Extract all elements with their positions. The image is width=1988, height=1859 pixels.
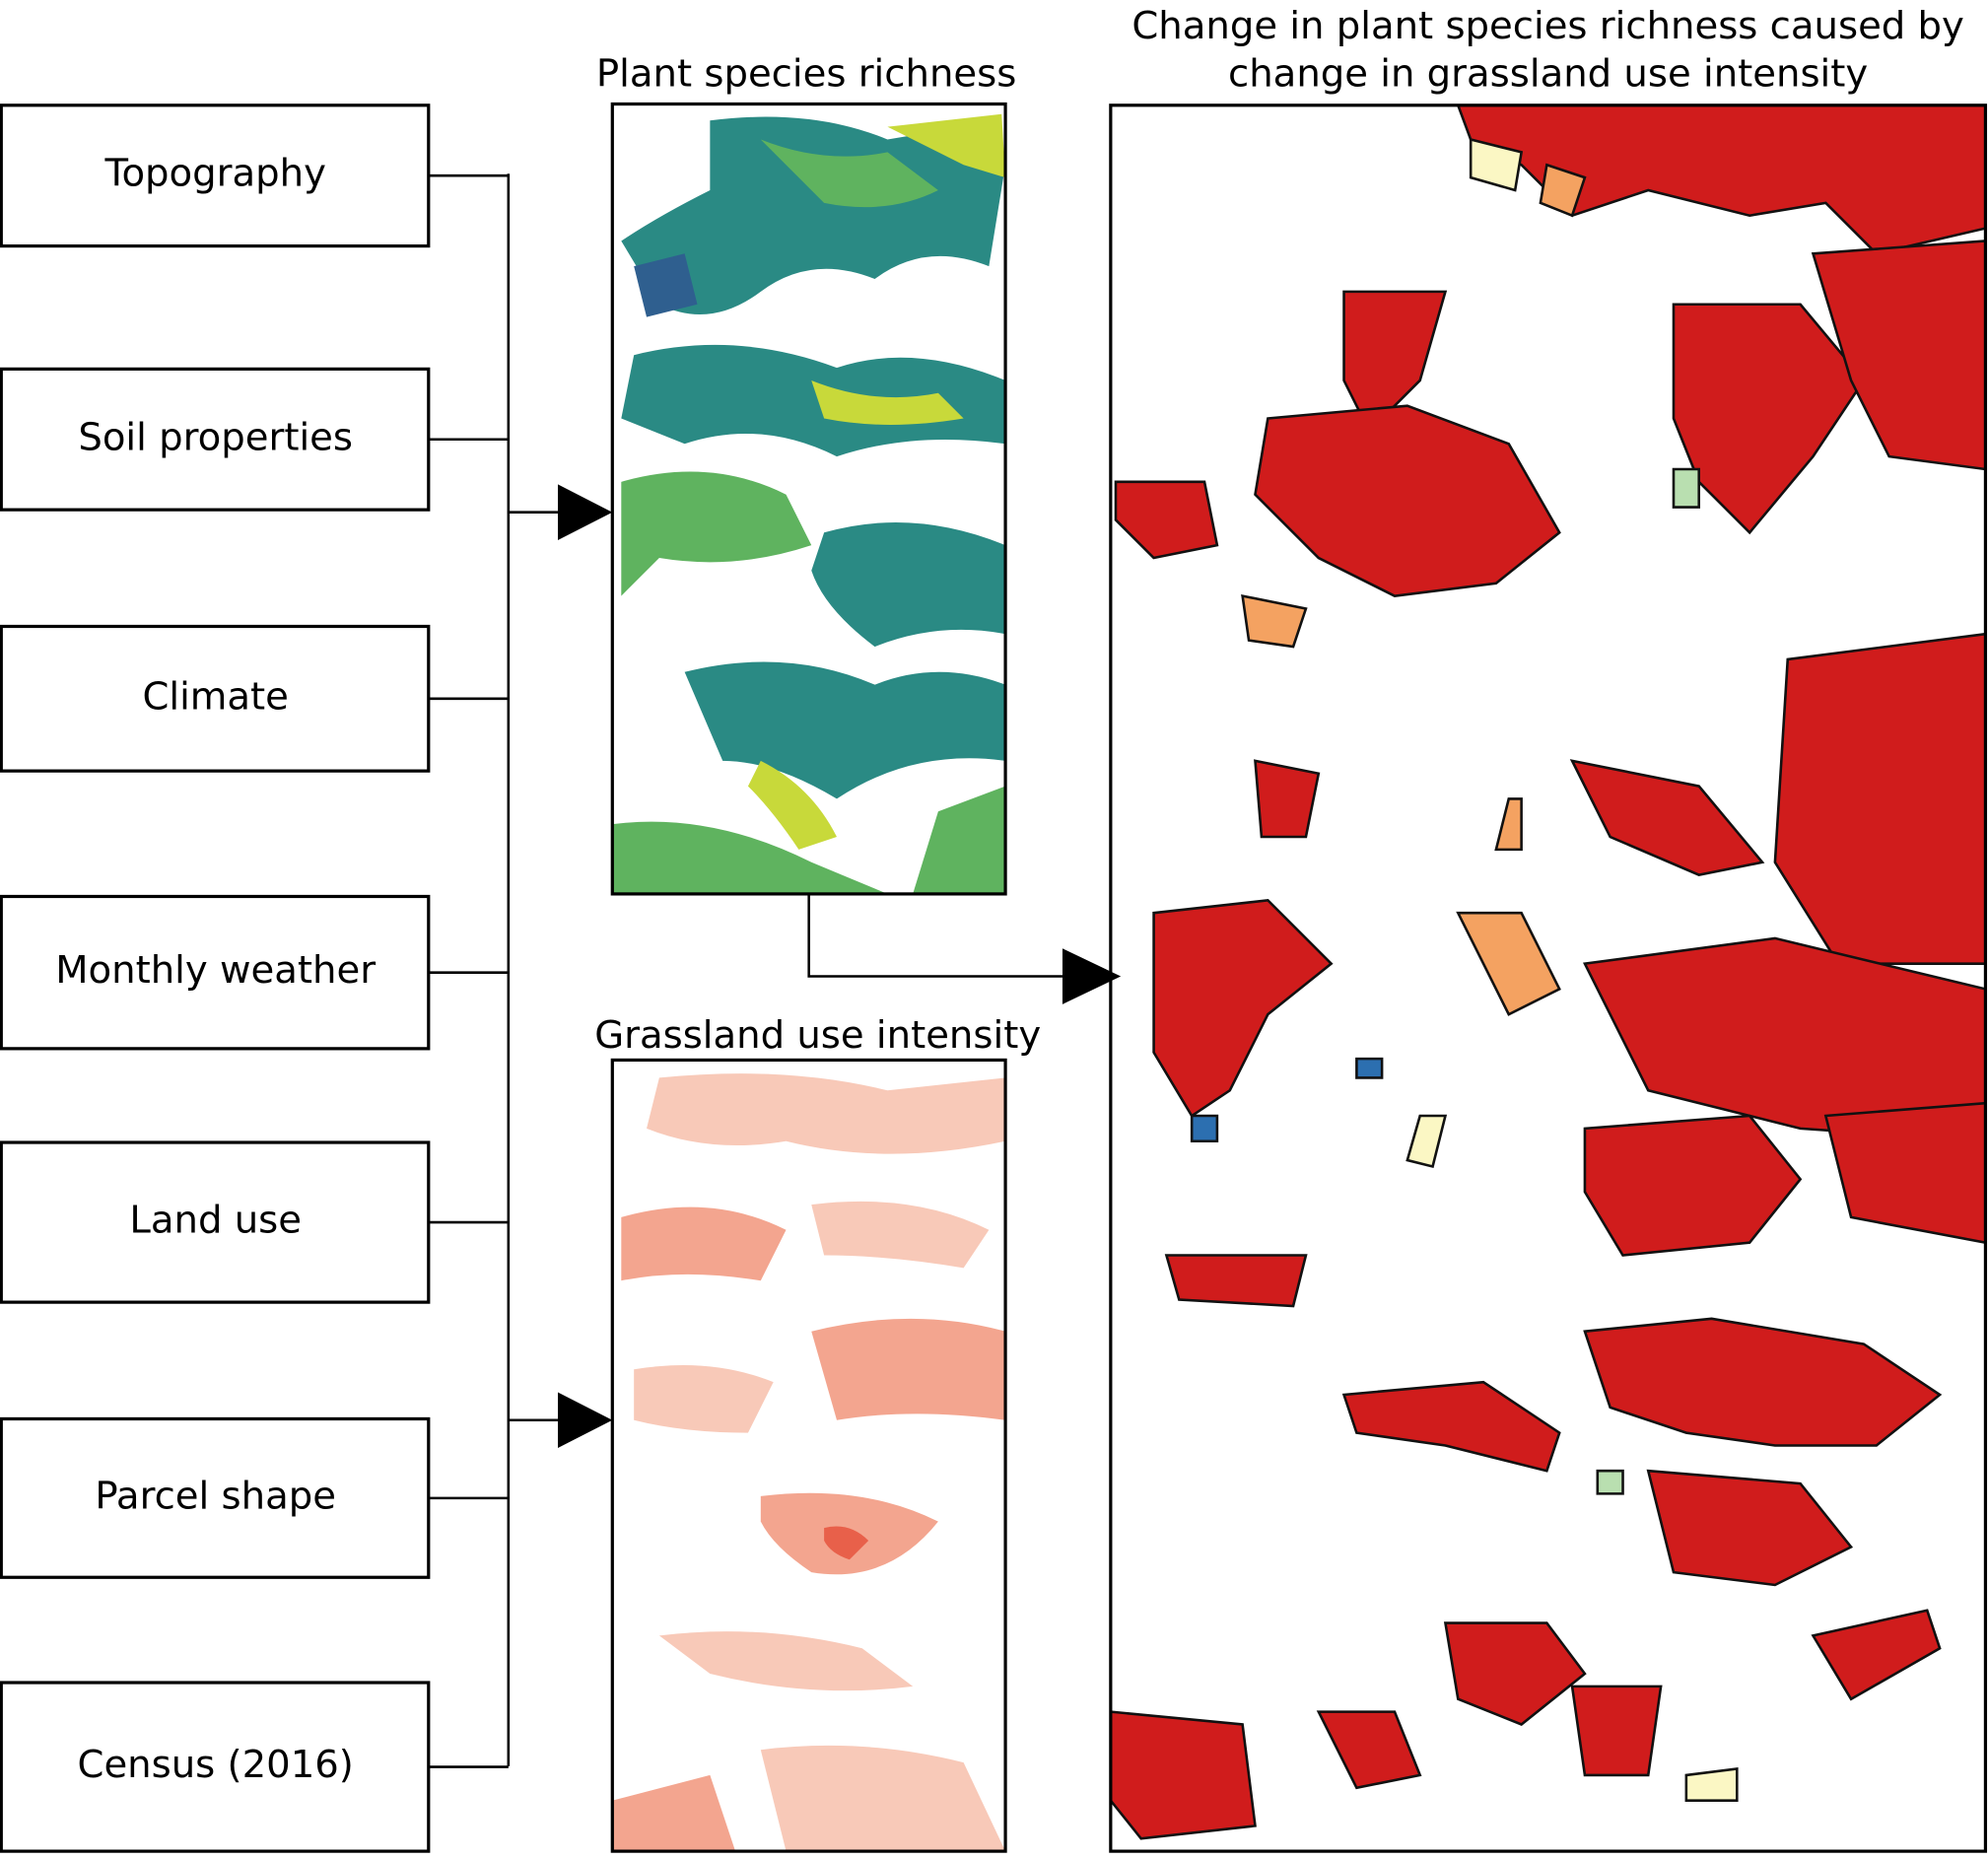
arrow-head xyxy=(557,484,613,541)
input-label: Monthly weather xyxy=(55,948,376,993)
input-box xyxy=(0,1681,431,1853)
map-title: Change in plant species richness caused … xyxy=(1131,4,1964,48)
map-title: Plant species richness xyxy=(596,52,1016,97)
change-map xyxy=(1110,104,1986,1840)
input-box xyxy=(0,367,431,512)
input-box xyxy=(0,1140,431,1304)
merge-line xyxy=(807,893,1063,978)
intensity-map xyxy=(612,1073,1006,1852)
input-label: Soil properties xyxy=(78,415,353,459)
input-label: Census (2016) xyxy=(78,1743,354,1787)
map-title: change in grassland use intensity xyxy=(1228,52,1868,97)
arrow-head xyxy=(1062,948,1122,1004)
change-frame xyxy=(1109,103,1988,1853)
richness-map xyxy=(612,113,1006,894)
input-box xyxy=(0,624,431,773)
map-title: Grassland use intensity xyxy=(594,1013,1041,1058)
richness-frame xyxy=(610,102,1007,896)
input-label: Topography xyxy=(103,152,325,196)
input-label: Parcel shape xyxy=(95,1474,336,1518)
input-box xyxy=(0,1416,431,1579)
input-label: Land use xyxy=(129,1199,302,1243)
intensity-frame xyxy=(610,1058,1007,1853)
input-box xyxy=(0,894,431,1051)
arrow-head xyxy=(557,1392,613,1449)
input-label: Climate xyxy=(142,674,288,719)
